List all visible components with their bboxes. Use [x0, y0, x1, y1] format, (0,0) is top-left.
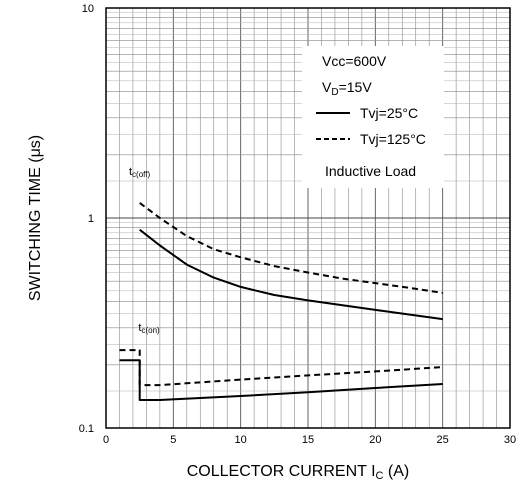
- x-tick-label: 10: [235, 434, 247, 446]
- legend-condition-rest: =15V: [339, 79, 373, 95]
- x-tick-label: 30: [504, 434, 516, 446]
- annotation-main: t: [129, 166, 132, 178]
- y-axis-label: SWITCHING TIME (μs): [27, 135, 44, 301]
- x-tick-label: 5: [170, 434, 176, 446]
- y-tick-label: 10: [82, 3, 94, 15]
- annotations: tc(off)tc(on): [129, 166, 160, 335]
- x-axis-label-sub: C: [376, 470, 384, 482]
- y-tick-label: 0.1: [79, 423, 94, 435]
- legend-condition: Vcc=600V: [322, 53, 387, 69]
- series-line-tcoff-dashed: [139, 202, 443, 294]
- annotation-coff: tc(off): [129, 166, 150, 179]
- x-axis-label: COLLECTOR CURRENT IC (A): [187, 463, 410, 482]
- annotation-con: tc(on): [138, 322, 160, 335]
- legend-note: Inductive Load: [325, 163, 416, 179]
- annotation-sub: c(on): [141, 326, 160, 335]
- legend-condition-sub: D: [331, 87, 338, 98]
- legend-condition-main: Vcc=600V: [322, 53, 387, 69]
- plot-frame: [105, 7, 511, 429]
- x-tick-label: 0: [103, 434, 109, 446]
- legend-condition: VD=15V: [322, 79, 372, 98]
- x-tick-label: 25: [437, 434, 449, 446]
- annotation-sub: c(off): [132, 170, 150, 179]
- series-line-tcoff-solid: [139, 228, 443, 321]
- annotation-main: t: [138, 322, 141, 334]
- legend-entry-label: Tvj=25°C: [360, 105, 418, 121]
- series-line-tcon-solid: [119, 359, 443, 401]
- legend-box: [302, 46, 444, 188]
- legend-condition-main: V: [322, 79, 332, 95]
- x-axis-label-unit: (A): [383, 463, 409, 480]
- series-line-tcon-dashed: [119, 349, 443, 387]
- x-tick-labels: 0 5 10 15 20 25 30: [103, 434, 516, 446]
- x-tick-label: 15: [302, 434, 314, 446]
- y-tick-labels: 0.1 1 10: [79, 3, 94, 435]
- y-tick-label: 1: [88, 213, 94, 225]
- legend-entry-label: Tvj=125°C: [360, 131, 426, 147]
- x-axis-label-main: COLLECTOR CURRENT I: [187, 463, 376, 480]
- x-tick-label: 20: [369, 434, 381, 446]
- grid: [106, 8, 510, 428]
- curves: [119, 202, 443, 401]
- legend: Vcc=600V VD=15V Tvj=25°C Tvj=125°C Inductive…: [316, 53, 426, 179]
